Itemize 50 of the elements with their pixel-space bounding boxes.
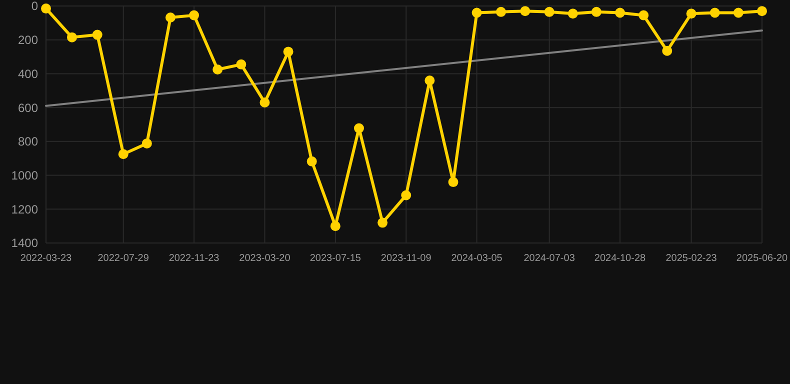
x-tick-label: 2025-06-20 [736, 253, 788, 264]
x-tick-label: 2025-02-23 [666, 253, 718, 264]
point [354, 123, 364, 134]
point [424, 75, 435, 86]
y-tick-label: 400 [18, 66, 38, 81]
point [733, 8, 744, 18]
x-tick-label: 2022-03-23 [20, 253, 72, 264]
point [710, 8, 720, 18]
y-tick-label: 600 [18, 100, 38, 115]
point [66, 32, 77, 42]
point [92, 30, 102, 40]
x-tick-label: 2022-11-23 [168, 253, 220, 264]
x-tick-label: 2024-10-28 [594, 253, 646, 264]
point [757, 6, 767, 16]
point [142, 138, 152, 148]
point [615, 8, 626, 18]
x-tick-label: 2024-07-03 [524, 253, 576, 264]
point [448, 177, 458, 188]
point [568, 8, 578, 19]
point [189, 10, 200, 20]
point [306, 156, 317, 166]
point [496, 6, 506, 17]
point [662, 46, 672, 56]
y-tick-label: 1400 [11, 236, 38, 250]
y-tick-label: 200 [18, 33, 38, 48]
y-tick-label: 800 [18, 134, 38, 149]
point [330, 221, 340, 232]
point [260, 97, 270, 108]
point [165, 12, 176, 23]
point [401, 190, 412, 200]
point [378, 218, 388, 228]
x-tick-label: 2024-03-05 [451, 253, 503, 264]
point [520, 6, 530, 16]
x-tick-label: 2023-03-20 [239, 253, 291, 264]
point [544, 6, 554, 17]
point [472, 8, 482, 18]
y-tick-label: 0 [31, 0, 38, 14]
x-tick-label: 2022-07-29 [98, 253, 150, 264]
point [283, 46, 294, 57]
point [686, 8, 696, 19]
point [591, 6, 602, 17]
point [638, 10, 649, 20]
point [118, 149, 128, 160]
point [212, 64, 223, 74]
y-tick-label: 1200 [11, 202, 38, 216]
point [41, 4, 51, 14]
x-tick-label: 2023-11-09 [380, 253, 432, 264]
y-tick-label: 1000 [11, 168, 38, 182]
x-tick-label: 2023-07-15 [310, 253, 362, 264]
point [236, 59, 246, 70]
